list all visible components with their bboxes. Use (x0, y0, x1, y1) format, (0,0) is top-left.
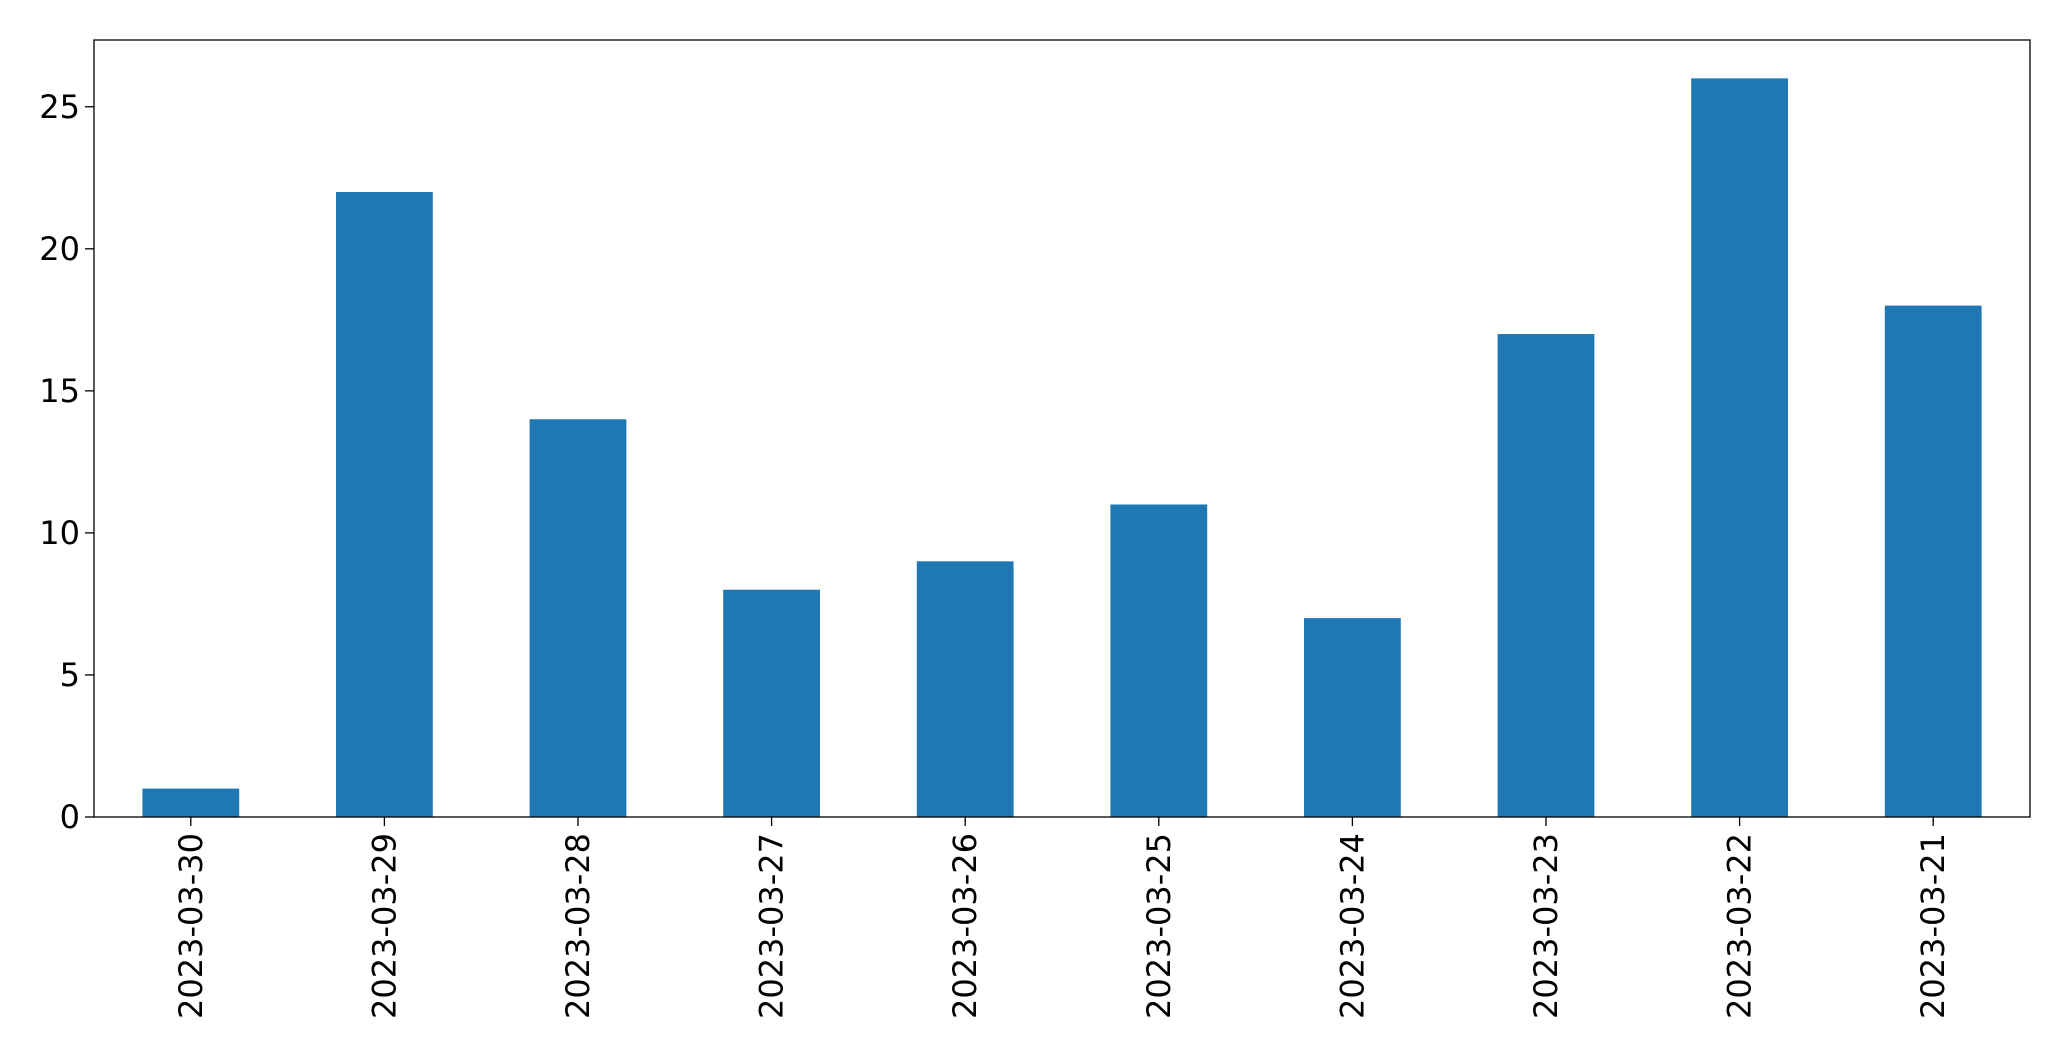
x-tick-label: 2023-03-29 (365, 833, 403, 1019)
bar (1497, 334, 1595, 817)
y-tick-label: 20 (39, 230, 80, 268)
bar (723, 589, 820, 817)
x-tick-label: 2023-03-21 (1914, 833, 1952, 1019)
y-tick-label: 15 (39, 372, 80, 410)
y-tick-label: 5 (60, 656, 80, 694)
bar (916, 561, 1014, 817)
plot-frame (93, 39, 2031, 818)
x-tick-label: 2023-03-26 (946, 833, 984, 1019)
bar (1884, 305, 1982, 817)
y-tick-label: 25 (39, 88, 80, 126)
bar (1691, 78, 1788, 817)
x-tick-label: 2023-03-22 (1721, 833, 1759, 1019)
x-tick-label: 2023-03-23 (1527, 833, 1565, 1019)
x-tick-label: 2023-03-28 (559, 833, 597, 1019)
bar (1110, 504, 1208, 817)
y-tick-label: 10 (39, 514, 80, 552)
x-tick-label: 2023-03-30 (172, 833, 210, 1019)
x-tick-label: 2023-03-25 (1140, 833, 1178, 1019)
bar (142, 788, 240, 817)
bar (529, 419, 627, 817)
y-tick-label: 0 (60, 798, 80, 836)
x-tick-label: 2023-03-27 (753, 833, 791, 1019)
bar (336, 191, 433, 818)
bar (1304, 618, 1401, 817)
x-tick-label: 2023-03-24 (1333, 833, 1371, 1019)
